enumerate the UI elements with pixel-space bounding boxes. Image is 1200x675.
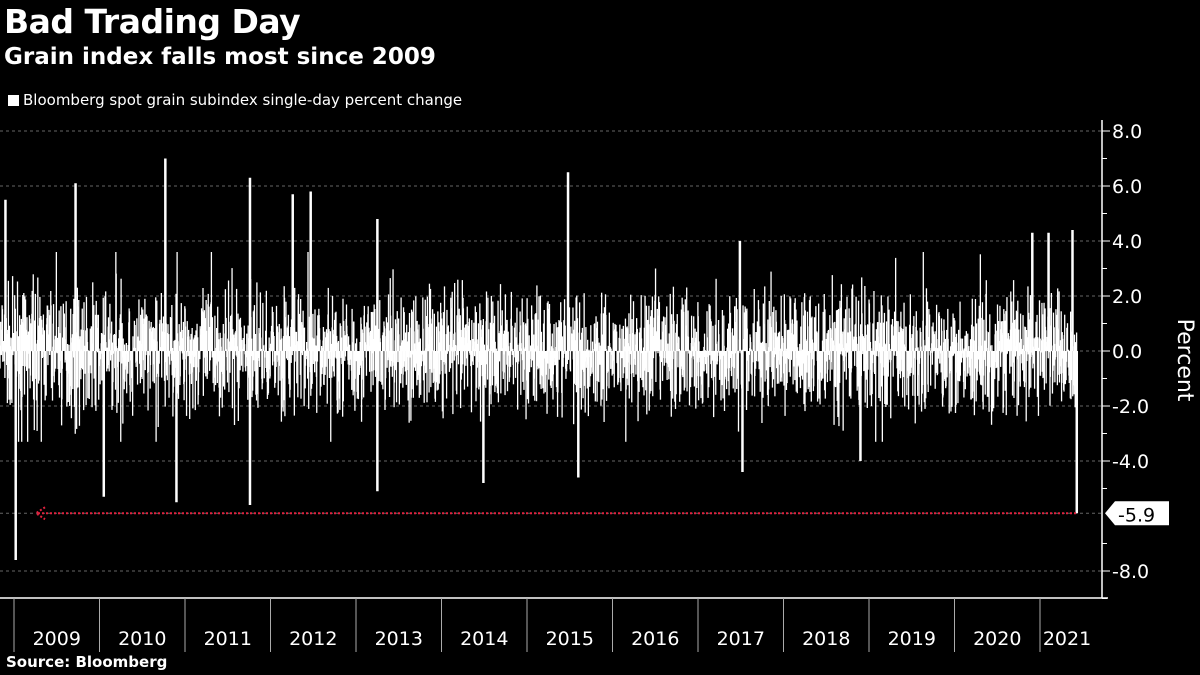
x-tick-label: 2021: [1043, 628, 1091, 650]
annotation-label-box: [1105, 501, 1169, 526]
y-axis-label: Percent: [1172, 319, 1197, 402]
annotation-label: -5.9: [1118, 504, 1155, 526]
x-tick-label: 2013: [375, 628, 423, 650]
x-tick-label: 2016: [631, 628, 679, 650]
x-tick-label: 2020: [973, 628, 1021, 650]
legend: Bloomberg spot grain subindex single-day…: [8, 91, 462, 109]
x-tick-label: 2017: [717, 628, 765, 650]
y-tick-label: 2.0: [1112, 286, 1142, 308]
y-tick-label: -8.0: [1112, 561, 1149, 583]
x-tick-label: 2010: [118, 628, 166, 650]
y-tick-label: 4.0: [1112, 231, 1142, 253]
y-tick-label: 8.0: [1112, 121, 1142, 143]
chart-title: Bad Trading Day: [4, 2, 301, 41]
y-tick-label: 6.0: [1112, 176, 1142, 198]
x-tick-label: 2014: [460, 628, 508, 650]
x-tick-label: 2018: [802, 628, 850, 650]
x-tick-label: 2012: [289, 628, 337, 650]
y-tick-label: 0.0: [1112, 341, 1142, 363]
legend-label: Bloomberg spot grain subindex single-day…: [23, 91, 463, 109]
x-tick-label: 2009: [33, 628, 81, 650]
y-tick-label: -2.0: [1112, 396, 1149, 418]
source-note: Source: Bloomberg: [6, 653, 168, 671]
x-tick-label: 2015: [546, 628, 594, 650]
x-tick-label: 2019: [888, 628, 936, 650]
y-tick-label: -4.0: [1112, 451, 1149, 473]
legend-swatch: [8, 94, 19, 106]
x-tick-label: 2011: [204, 628, 252, 650]
chart-subtitle: Grain index falls most since 2009: [4, 44, 436, 70]
